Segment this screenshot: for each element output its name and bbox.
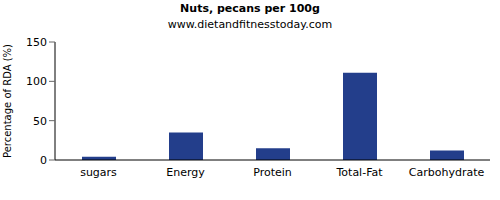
- svg-text:Protein: Protein: [253, 166, 292, 179]
- svg-text:sugars: sugars: [80, 166, 117, 179]
- svg-text:Total-Fat: Total-Fat: [335, 166, 383, 179]
- svg-text:100: 100: [26, 75, 47, 88]
- html-text:Nuts, pecans per 100g: Nuts, pecans per 100g: [180, 2, 320, 15]
- svg-text:Percentage of RDA (%): Percentage of RDA (%): [8, 44, 13, 158]
- svg-text:0: 0: [40, 154, 47, 167]
- svg-text:50: 50: [33, 115, 47, 128]
- svg-text:Carbohydrate: Carbohydrate: [409, 166, 485, 179]
- html-text:www.dietandfitnesstoday.com: www.dietandfitnesstoday.com: [167, 18, 333, 31]
- svg-text:Energy: Energy: [166, 166, 205, 179]
- svg-text:150: 150: [26, 36, 47, 49]
